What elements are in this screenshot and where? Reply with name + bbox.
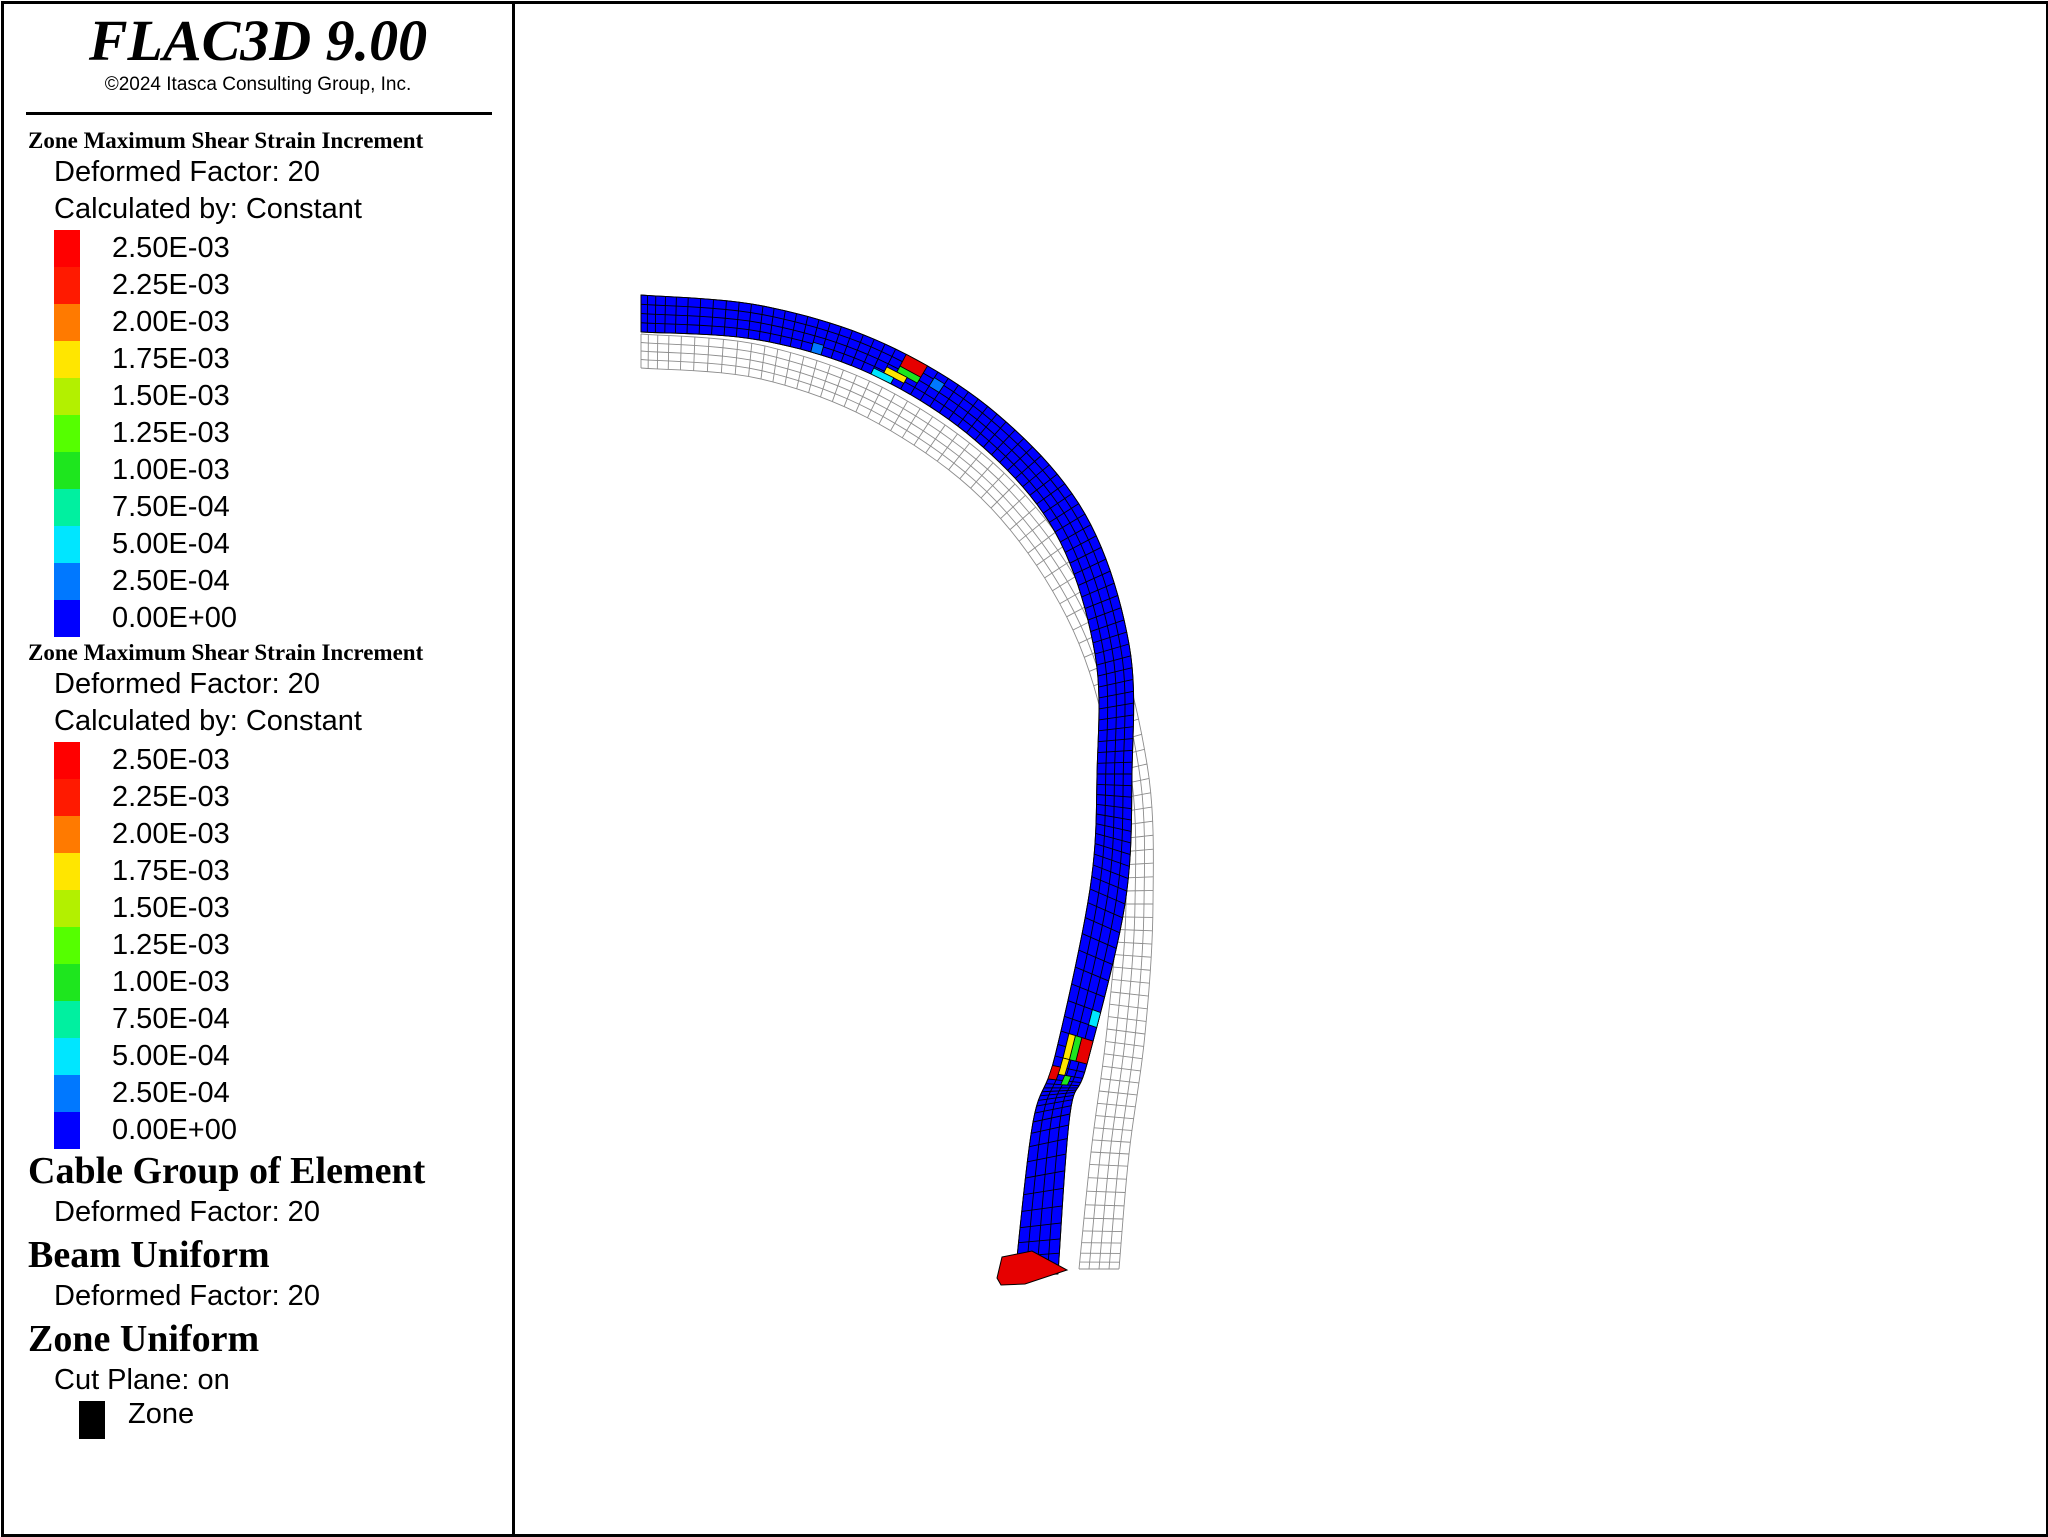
undeformed-zone-radial-line	[785, 353, 791, 386]
legend-beam-deformed: Deformed Factor: 20	[54, 1280, 320, 1313]
undeformed-zone-layer-line	[641, 343, 1145, 1270]
legend-plot2-colorbar	[54, 742, 80, 1149]
colorbar-swatch	[54, 742, 80, 779]
undeformed-mesh	[641, 334, 1153, 1269]
undeformed-zone-radial-line	[1083, 1231, 1122, 1232]
colorbar-tick: 2.00E-03	[112, 816, 412, 853]
colorbar-swatch	[54, 1001, 80, 1038]
legend-zone-item: Zone	[128, 1398, 194, 1431]
legend-plot1-calculated: Calculated by: Constant	[54, 193, 362, 226]
undeformed-zone-radial-line	[680, 336, 681, 370]
colorbar-tick: 2.50E-04	[112, 563, 412, 600]
colorbar-tick: 2.50E-04	[112, 1075, 412, 1112]
undeformed-zone-radial-line	[1001, 495, 1026, 518]
colorbar-swatch	[54, 816, 80, 853]
colorbar-swatch	[54, 304, 80, 341]
undeformed-zone-radial-line	[821, 365, 831, 397]
colorbar-tick: 1.00E-03	[112, 964, 412, 1001]
legend-zone-cutplane: Cut Plane: on	[54, 1364, 230, 1397]
colorbar-swatch	[54, 267, 80, 304]
legend-plot1-ticks: 2.50E-03 2.25E-03 2.00E-03 1.75E-03 1.50…	[112, 230, 412, 637]
copyright-text: ©2024 Itasca Consulting Group, Inc.	[4, 74, 512, 96]
colorbar-tick: 2.50E-03	[112, 230, 412, 267]
deformed-mesh	[641, 295, 1134, 1276]
undeformed-zone-radial-line	[937, 434, 957, 461]
colorbar-tick: 1.50E-03	[112, 890, 412, 927]
colorbar-swatch	[54, 1038, 80, 1075]
undeformed-zone-radial-line	[1019, 519, 1046, 541]
colorbar-tick: 1.00E-03	[112, 452, 412, 489]
colorbar-tick: 1.50E-03	[112, 378, 412, 415]
colorbar-swatch	[54, 927, 80, 964]
undeformed-zone-layer-line	[641, 334, 1153, 1269]
undeformed-zone-radial-line	[1087, 1191, 1126, 1192]
undeformed-zone-radial-line	[1010, 507, 1036, 530]
deformed-zone-radial-line	[665, 296, 666, 332]
legend-plot1-colorbar	[54, 230, 80, 637]
undeformed-zone-radial-line	[1028, 532, 1055, 553]
colorbar-tick: 2.00E-03	[112, 304, 412, 341]
colorbar-tick: 0.00E+00	[112, 1112, 412, 1149]
colorbar-swatch	[54, 600, 80, 637]
colorbar-tick: 1.75E-03	[112, 341, 412, 378]
undeformed-zone-radial-line	[971, 463, 993, 488]
colorbar-swatch	[54, 489, 80, 526]
undeformed-zone-radial-line	[879, 394, 895, 424]
colorbar-tick: 1.75E-03	[112, 853, 412, 890]
colorbar-tick: 0.00E+00	[112, 600, 412, 637]
legend-plot2-ticks: 2.50E-03 2.25E-03 2.00E-03 1.75E-03 1.50…	[112, 742, 412, 1149]
colorbar-swatch	[54, 779, 80, 816]
undeformed-zone-radial-line	[668, 336, 669, 370]
app-title: FLAC3D 9.00	[4, 10, 512, 72]
colorbar-swatch	[54, 1075, 80, 1112]
colorbar-swatch	[54, 563, 80, 600]
colorbar-swatch	[54, 341, 80, 378]
zone-color-swatch	[79, 1401, 105, 1439]
colorbar-tick: 2.50E-03	[112, 742, 412, 779]
undeformed-zone-radial-line	[809, 361, 817, 393]
legend-plot1-title: Zone Maximum Shear Strain Increment	[28, 128, 423, 154]
colorbar-swatch	[54, 378, 80, 415]
colorbar-swatch	[54, 890, 80, 927]
legend-plot2-calculated: Calculated by: Constant	[54, 705, 362, 738]
colorbar-tick: 5.00E-04	[112, 1038, 412, 1075]
colorbar-swatch	[54, 964, 80, 1001]
colorbar-tick: 1.25E-03	[112, 415, 412, 452]
model-viewport[interactable]	[515, 4, 2046, 1534]
colorbar-tick: 7.50E-04	[112, 1001, 412, 1038]
colorbar-swatch	[54, 853, 80, 890]
legend-plot2-deformed: Deformed Factor: 20	[54, 668, 320, 701]
model-canvas	[515, 4, 2046, 1534]
undeformed-zone-radial-line	[694, 337, 695, 371]
deformed-zone-body	[641, 295, 1134, 1276]
legend-beam-title: Beam Uniform	[28, 1233, 270, 1277]
colorbar-tick: 5.00E-04	[112, 526, 412, 563]
undeformed-zone-radial-line	[949, 443, 970, 470]
colorbar-tick: 2.25E-03	[112, 779, 412, 816]
undeformed-zone-radial-line	[1085, 1205, 1124, 1206]
undeformed-zone-radial-line	[797, 356, 804, 388]
legend-zone-title: Zone Uniform	[28, 1317, 259, 1361]
colorbar-swatch	[54, 452, 80, 489]
colorbar-swatch	[54, 230, 80, 267]
colorbar-swatch	[54, 415, 80, 452]
legend-panel: FLAC3D 9.00 ©2024 Itasca Consulting Grou…	[4, 4, 515, 1534]
undeformed-zone-radial-line	[960, 453, 982, 479]
colorbar-swatch	[54, 1112, 80, 1149]
title-divider	[26, 112, 492, 115]
undeformed-zone-radial-line	[1084, 1218, 1123, 1219]
legend-cable-deformed: Deformed Factor: 20	[54, 1196, 320, 1229]
legend-cable-title: Cable Group of Element	[28, 1149, 425, 1193]
colorbar-swatch	[54, 526, 80, 563]
undeformed-zone-radial-line	[856, 381, 870, 412]
colorbar-tick: 1.25E-03	[112, 927, 412, 964]
legend-plot2-title: Zone Maximum Shear Strain Increment	[28, 640, 423, 666]
legend-plot1-deformed: Deformed Factor: 20	[54, 156, 320, 189]
colorbar-tick: 7.50E-04	[112, 489, 412, 526]
colorbar-tick: 2.25E-03	[112, 267, 412, 304]
undeformed-zone-radial-line	[867, 387, 882, 417]
